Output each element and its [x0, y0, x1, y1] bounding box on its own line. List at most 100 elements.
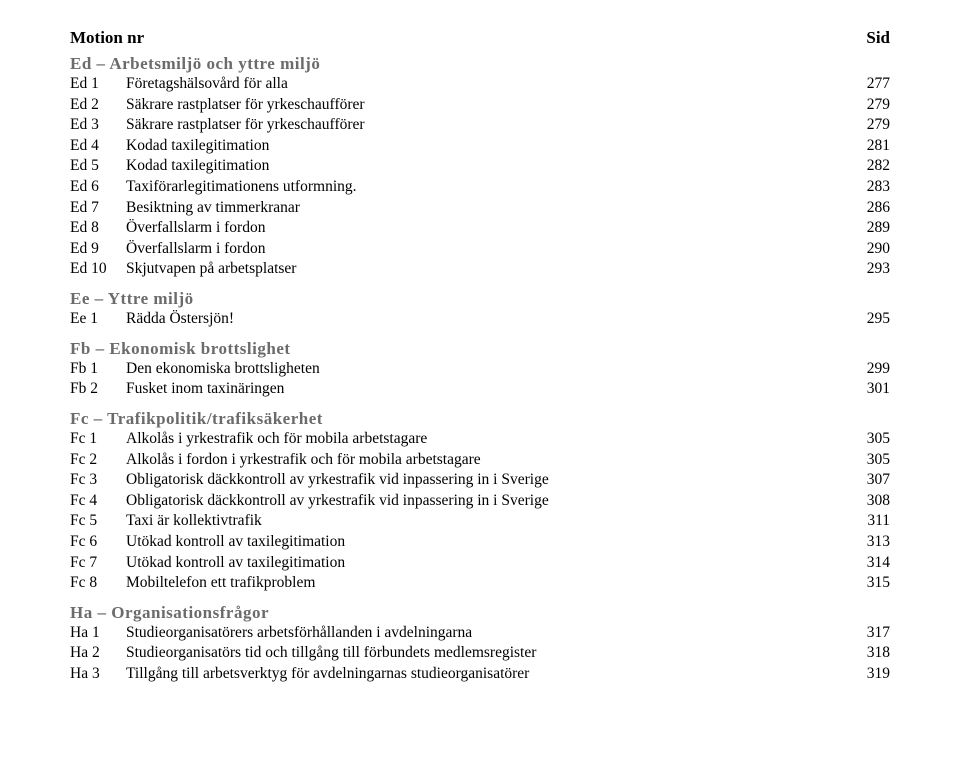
toc-entry: Ed 1Företagshälsovård för alla277 [70, 74, 890, 95]
entry-title: Taxi är kollektivtrafik [126, 511, 840, 532]
section-heading: Fb – Ekonomisk brottslighet [70, 339, 890, 359]
toc-entry: Ee 1Rädda Östersjön!295 [70, 309, 890, 330]
toc-header: Motion nr Sid [70, 28, 890, 48]
entry-title: Den ekonomiska brottsligheten [126, 359, 840, 380]
entry-code: Ed 2 [70, 95, 126, 116]
entry-page: 317 [840, 623, 890, 644]
entry-title: Alkolås i yrkestrafik och för mobila arb… [126, 429, 840, 450]
toc-entry: Fc 4Obligatorisk däckkontroll av yrkestr… [70, 491, 890, 512]
entry-page: 305 [840, 450, 890, 471]
entry-page: 305 [840, 429, 890, 450]
toc-section: Ee – Yttre miljöEe 1Rädda Östersjön!295 [70, 289, 890, 330]
entry-title: Kodad taxilegitimation [126, 156, 840, 177]
entry-title: Överfallslarm i fordon [126, 218, 840, 239]
entry-code: Fb 1 [70, 359, 126, 380]
toc-sections: Ed – Arbetsmiljö och yttre miljöEd 1Före… [70, 54, 890, 685]
entry-code: Fc 7 [70, 553, 126, 574]
entry-page: 281 [840, 136, 890, 157]
toc-entry: Fc 3Obligatorisk däckkontroll av yrkestr… [70, 470, 890, 491]
entry-title: Fusket inom taxinäringen [126, 379, 840, 400]
entry-code: Fc 5 [70, 511, 126, 532]
entry-code: Ed 1 [70, 74, 126, 95]
entry-code: Ed 5 [70, 156, 126, 177]
entry-title: Kodad taxilegitimation [126, 136, 840, 157]
entry-code: Ed 7 [70, 198, 126, 219]
toc-entry: Ha 1Studieorganisatörers arbetsförhållan… [70, 623, 890, 644]
section-entries: Fb 1Den ekonomiska brottsligheten299 Fb 2… [70, 359, 890, 400]
toc-entry: Fc 1Alkolås i yrkestrafik och för mobila… [70, 429, 890, 450]
entry-page: 314 [840, 553, 890, 574]
entry-title: Utökad kontroll av taxilegitimation [126, 553, 840, 574]
entry-page: 279 [840, 95, 890, 116]
toc-entry: Ed 3Säkrare rastplatser för yrkeschauffö… [70, 115, 890, 136]
header-left: Motion nr [70, 28, 144, 48]
toc-entry: Ed 10Skjutvapen på arbetsplatser293 [70, 259, 890, 280]
entry-page: 299 [840, 359, 890, 380]
entry-page: 315 [840, 573, 890, 594]
entry-page: 308 [840, 491, 890, 512]
entry-code: Ed 10 [70, 259, 126, 280]
entry-page: 301 [840, 379, 890, 400]
entry-page: 307 [840, 470, 890, 491]
entry-code: Fc 8 [70, 573, 126, 594]
entry-page: 313 [840, 532, 890, 553]
entry-code: Ed 6 [70, 177, 126, 198]
entry-title: Obligatorisk däckkontroll av yrkestrafik… [126, 470, 840, 491]
entry-code: Ed 9 [70, 239, 126, 260]
entry-page: 290 [840, 239, 890, 260]
toc-entry: Fc 7Utökad kontroll av taxilegitimation3… [70, 553, 890, 574]
section-entries: Ee 1Rädda Östersjön!295 [70, 309, 890, 330]
entry-code: Ed 3 [70, 115, 126, 136]
entry-title: Alkolås i fordon i yrkestrafik och för m… [126, 450, 840, 471]
entry-code: Ed 8 [70, 218, 126, 239]
entry-page: 319 [840, 664, 890, 685]
section-heading: Ee – Yttre miljö [70, 289, 890, 309]
entry-title: Studieorganisatörs tid och tillgång till… [126, 643, 840, 664]
entry-page: 283 [840, 177, 890, 198]
entry-code: Fc 2 [70, 450, 126, 471]
toc-section: Fc – Trafikpolitik/trafiksäkerhetFc 1Alk… [70, 409, 890, 594]
toc-entry: Ha 3Tillgång till arbetsverktyg för avde… [70, 664, 890, 685]
toc-entry: Ed 9Överfallslarm i fordon290 [70, 239, 890, 260]
toc-entry: Ha 2Studieorganisatörs tid och tillgång … [70, 643, 890, 664]
entry-title: Taxiförarlegitimationens utformning. [126, 177, 840, 198]
section-entries: Ha 1Studieorganisatörers arbetsförhållan… [70, 623, 890, 685]
toc-entry: Fc 2Alkolås i fordon i yrkestrafik och f… [70, 450, 890, 471]
entry-title: Utökad kontroll av taxilegitimation [126, 532, 840, 553]
entry-title: Obligatorisk däckkontroll av yrkestrafik… [126, 491, 840, 512]
toc-entry: Ed 6Taxiförarlegitimationens utformning.… [70, 177, 890, 198]
entry-code: Ed 4 [70, 136, 126, 157]
toc-entry: Fc 5Taxi är kollektivtrafik311 [70, 511, 890, 532]
entry-code: Ha 2 [70, 643, 126, 664]
entry-title: Besiktning av timmerkranar [126, 198, 840, 219]
entry-page: 286 [840, 198, 890, 219]
toc-entry: Fc 8Mobiltelefon ett trafikproblem315 [70, 573, 890, 594]
entry-code: Ha 3 [70, 664, 126, 685]
header-right: Sid [866, 28, 890, 48]
entry-code: Fc 3 [70, 470, 126, 491]
toc-entry: Ed 8Överfallslarm i fordon289 [70, 218, 890, 239]
toc-entry: Ed 5Kodad taxilegitimation282 [70, 156, 890, 177]
entry-title: Överfallslarm i fordon [126, 239, 840, 260]
entry-code: Fc 1 [70, 429, 126, 450]
entry-code: Fc 4 [70, 491, 126, 512]
entry-code: Fb 2 [70, 379, 126, 400]
entry-page: 289 [840, 218, 890, 239]
entry-page: 282 [840, 156, 890, 177]
toc-section: Ed – Arbetsmiljö och yttre miljöEd 1Före… [70, 54, 890, 280]
toc-entry: Ed 4Kodad taxilegitimation281 [70, 136, 890, 157]
entry-code: Ha 1 [70, 623, 126, 644]
entry-page: 279 [840, 115, 890, 136]
entry-title: Skjutvapen på arbetsplatser [126, 259, 840, 280]
entry-code: Fc 6 [70, 532, 126, 553]
entry-title: Rädda Östersjön! [126, 309, 840, 330]
toc-entry: Fc 6Utökad kontroll av taxilegitimation3… [70, 532, 890, 553]
entry-page: 277 [840, 74, 890, 95]
entry-title: Studieorganisatörers arbetsförhållanden … [126, 623, 840, 644]
toc-section: Ha – OrganisationsfrågorHa 1Studieorgani… [70, 603, 890, 685]
entry-title: Tillgång till arbetsverktyg för avdelnin… [126, 664, 840, 685]
toc-entry: Ed 7Besiktning av timmerkranar286 [70, 198, 890, 219]
section-entries: Fc 1Alkolås i yrkestrafik och för mobila… [70, 429, 890, 594]
entry-code: Ee 1 [70, 309, 126, 330]
entry-page: 318 [840, 643, 890, 664]
